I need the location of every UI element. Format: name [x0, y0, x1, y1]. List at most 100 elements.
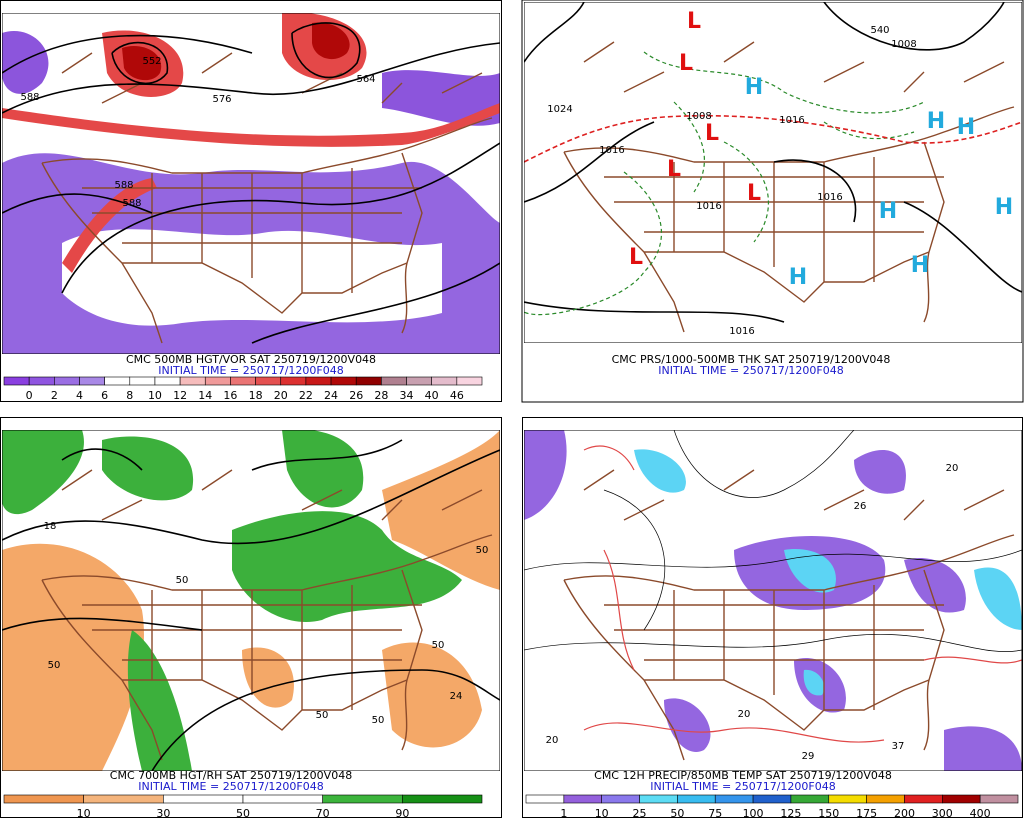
panel-frame [521, 0, 1024, 403]
colorbar-label: 18 [249, 389, 263, 402]
contour-label: 18 [44, 521, 57, 532]
high-pressure: H [879, 199, 897, 224]
colorbar-label: 125 [780, 807, 801, 819]
colorbar-swatch [406, 376, 432, 386]
colorbar: 1 10 25 50 75 100 125 150 175 200 300 400 [525, 794, 1019, 819]
low-pressure: L [629, 245, 643, 270]
colorbar-label: 70 [316, 807, 330, 819]
colorbar-swatch [828, 794, 867, 804]
colorbar-label: 12 [173, 389, 187, 402]
colorbar-label: 100 [743, 807, 764, 819]
map-500mb: 588 576 564 588 588 552 [2, 13, 500, 354]
colorbar-swatch [129, 376, 156, 386]
colorbar-label: 25 [633, 807, 647, 819]
contour-label: 1016 [729, 326, 754, 337]
colorbar-label: 90 [395, 807, 409, 819]
colorbar-label: 50 [670, 807, 684, 819]
colorbar-swatch [330, 376, 357, 386]
contour-label: 588 [20, 92, 39, 103]
colorbar-swatch [255, 376, 282, 386]
colorbar-label: 4 [76, 389, 83, 402]
panel-frame [0, 417, 502, 818]
contour-label: 1008 [686, 111, 711, 122]
contour-label: 1008 [891, 39, 916, 50]
colorbar-label: 40 [425, 389, 439, 402]
contour-label: 564 [356, 74, 375, 85]
contour-label: 29 [802, 751, 815, 762]
colorbar-swatch [639, 794, 678, 804]
colorbar-swatch [54, 376, 80, 386]
colorbar-swatch [28, 376, 55, 386]
colorbar-label: 46 [450, 389, 464, 402]
contour-label: 50 [48, 660, 61, 671]
map-surface: 1024 1016 1008 1016 1016 1016 1008 1016 … [524, 2, 1022, 343]
colorbar-swatch [904, 794, 943, 804]
colorbar-swatch [322, 794, 403, 804]
colorbar-label: 22 [299, 389, 313, 402]
colorbar-swatch [525, 794, 565, 804]
contour-label: 1016 [817, 192, 842, 203]
colorbar-label: 8 [126, 389, 133, 402]
colorbar-swatch [179, 376, 206, 386]
colorbar-label: 2 [51, 389, 58, 402]
colorbar-label: 30 [156, 807, 170, 819]
colorbar-swatch [601, 794, 640, 804]
colorbar-label: 75 [708, 807, 722, 819]
high-pressure: H [745, 75, 763, 100]
initial-time: INITIAL TIME = 250717/1200F048 [650, 780, 835, 793]
map-caption: CMC 700MB HGT/RH SAT 250719/1200V048 [110, 769, 352, 782]
low-pressure: L [705, 121, 719, 146]
colorbar-label: 50 [236, 807, 250, 819]
colorbar-swatch [305, 376, 332, 386]
panel-frame [522, 417, 1023, 818]
colorbar-swatch [866, 794, 905, 804]
contour-label: 20 [946, 463, 959, 474]
colorbar-swatch [242, 794, 323, 804]
low-pressure: L [667, 157, 681, 182]
colorbar-label: 20 [274, 389, 288, 402]
colorbar-label: 16 [223, 389, 237, 402]
contour-label: 50 [476, 545, 489, 556]
contour-label: 50 [176, 575, 189, 586]
map-caption: CMC PRS/1000-500MB THK SAT 250719/1200V0… [612, 353, 891, 366]
colorbar-swatch [104, 376, 131, 386]
colorbar-label: 400 [970, 807, 991, 819]
colorbar-label: 24 [324, 389, 338, 402]
colorbar-swatch [154, 376, 181, 386]
contour-label: 576 [212, 94, 231, 105]
map-700mb: 50 50 50 50 50 50 18 24 [2, 430, 500, 771]
colorbar-swatch [563, 794, 602, 804]
colorbar-swatch [280, 376, 307, 386]
contour-label: 540 [870, 25, 889, 36]
initial-time: INITIAL TIME = 250717/1200F048 [158, 364, 343, 377]
colorbar-label: 150 [818, 807, 839, 819]
colorbar-swatch [677, 794, 716, 804]
colorbar-swatch [752, 794, 792, 804]
colorbar-label: 28 [374, 389, 388, 402]
low-pressure: L [679, 51, 693, 76]
colorbar-swatch [355, 376, 382, 386]
map-precip: 20 20 20 26 29 37 [524, 430, 1022, 771]
colorbar-label: 10 [595, 807, 609, 819]
colorbar-swatch [790, 794, 830, 804]
high-pressure: H [995, 195, 1013, 220]
colorbar-swatch [79, 376, 105, 386]
colorbar-swatch [431, 376, 458, 386]
colorbar-swatch [230, 376, 256, 386]
contour-label: 588 [114, 180, 133, 191]
high-pressure: H [957, 115, 975, 140]
contour-label: 588 [122, 198, 141, 209]
colorbar-swatch [979, 794, 1019, 804]
high-pressure: H [927, 109, 945, 134]
colorbar-label: 0 [26, 389, 33, 402]
colorbar-label: 34 [400, 389, 414, 402]
colorbar-swatch [3, 794, 84, 804]
contour-label: 552 [142, 56, 161, 67]
colorbar: 10 30 50 70 90 [3, 794, 483, 819]
contour-label: 50 [432, 640, 445, 651]
contour-label: 1024 [547, 104, 572, 115]
colorbar-label: 10 [148, 389, 162, 402]
colorbar-swatch [204, 376, 231, 386]
colorbar-label: 300 [932, 807, 953, 819]
